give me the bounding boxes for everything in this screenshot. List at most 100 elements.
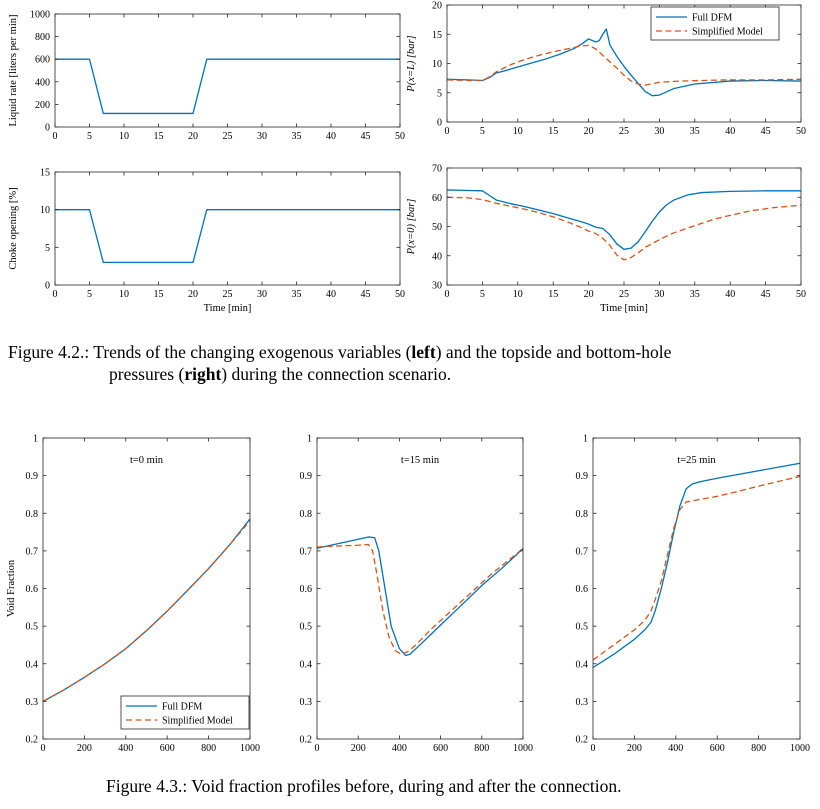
figure-4-2-bold-right: right [184, 364, 222, 384]
chart-1: 0 5 10 15 20 25 30 35 40 45 50 0 200 400 600 800 1000 Liq… [8, 10, 405, 143]
y-tick-label: 15 [432, 30, 442, 41]
series-line-full [446, 189, 801, 250]
figure-4-2-bold-left: left [411, 342, 436, 362]
axes-box [316, 437, 524, 740]
x-tick-label: 0 [41, 743, 46, 754]
y-tick-label: 0.4 [300, 659, 313, 670]
x-tick-label: 0 [445, 289, 450, 300]
x-tick-label: 50 [796, 289, 806, 300]
y-tick-label: 20 [432, 1, 442, 12]
y-tick-label: 50 [432, 222, 442, 233]
legend-entry: Full DFM [692, 13, 732, 24]
x-tick-label: 50 [796, 126, 806, 137]
x-tick-label: 30 [257, 289, 267, 300]
x-tick-label: 20 [188, 289, 198, 300]
x-tick-label: 5 [87, 289, 92, 300]
legend: Full DFM Simplified Model [650, 6, 780, 41]
axes-box [42, 437, 251, 740]
x-tick-label: 10 [513, 289, 523, 300]
x-tick-label: 0 [445, 126, 450, 137]
y-tick-label: 0.7 [576, 546, 589, 557]
legend-entry: Full DFM [162, 702, 202, 713]
y-tick-label: 0.5 [300, 622, 313, 633]
x-tick-label: 400 [118, 743, 133, 754]
series-line-simplified [446, 196, 802, 261]
y-tick-label: 1000 [30, 10, 50, 21]
y-tick-label: 0 [437, 118, 442, 129]
series-line-simplified-model [446, 44, 802, 86]
y-tick-label: 0.4 [576, 659, 589, 670]
x-tick-label: 600 [433, 743, 448, 754]
x-tick-label: 5 [480, 289, 485, 300]
figure-4-2-caption: Figure 4.2.: Trends of the changing exog… [8, 341, 671, 385]
x-tick-label: 15 [548, 126, 558, 137]
x-tick-label: 0 [53, 131, 58, 142]
x-tick-label: 400 [392, 743, 407, 754]
x-tick-label: 400 [668, 743, 683, 754]
x-tick-label: 35 [690, 126, 700, 137]
x-tick-label: 200 [351, 743, 366, 754]
axes-box [54, 171, 401, 286]
x-tick-label: 20 [584, 126, 594, 137]
x-tick-label: 5 [480, 126, 485, 137]
legend-entry: Simplified Model [692, 27, 763, 38]
x-tick-label: 600 [160, 743, 175, 754]
y-axis-label: P(x=L) [bar] [406, 35, 417, 92]
y-tick-label: 1 [583, 434, 588, 445]
y-tick-label: 0.3 [576, 697, 589, 708]
y-tick-label: 1 [307, 434, 312, 445]
x-tick-label: 40 [326, 289, 336, 300]
y-tick-label: 0.2 [576, 735, 589, 746]
y-tick-label: 0.3 [300, 697, 313, 708]
x-tick-label: 15 [548, 289, 558, 300]
x-tick-label: 25 [619, 126, 629, 137]
x-tick-label: 20 [188, 131, 198, 142]
series-line-full-dfm [42, 518, 251, 702]
chart-4: 0 5 10 15 20 25 30 35 40 45 50 30 40 50 60 70 Time [min]… [406, 164, 806, 315]
legend-box [650, 6, 780, 41]
y-tick-label: 10 [40, 205, 50, 216]
x-tick-label: 40 [326, 131, 336, 142]
chart-3: 0 5 10 15 20 25 30 35 40 45 50 0 5 10 15 Time [min] Chok… [8, 168, 405, 315]
y-tick-label: 5 [437, 88, 442, 99]
legend-box [120, 695, 250, 730]
y-tick-label: 30 [432, 281, 442, 292]
y-tick-label: 60 [432, 193, 442, 204]
x-tick-label: 30 [654, 126, 664, 137]
series-line-full-dfm [446, 28, 802, 97]
x-tick-label: 20 [584, 289, 594, 300]
figure-4-2-text-1: Trends of the changing exogenous variabl… [89, 342, 412, 362]
y-tick-label: 0.3 [26, 697, 39, 708]
y-tick-label: 1 [33, 434, 38, 445]
x-tick-label: 1000 [240, 743, 260, 754]
x-tick-label: 10 [513, 126, 523, 137]
x-tick-label: 30 [257, 131, 267, 142]
x-tick-label: 800 [201, 743, 216, 754]
x-tick-label: 45 [361, 131, 371, 142]
y-tick-label: 0.6 [576, 584, 589, 595]
y-tick-label: 70 [432, 164, 442, 175]
y-tick-label: 600 [35, 55, 50, 66]
y-tick-label: 0.9 [300, 471, 313, 482]
x-tick-label: 35 [690, 289, 700, 300]
legend: Full DFM Simplified Model [120, 695, 250, 730]
y-tick-label: 5 [45, 243, 50, 254]
figure-4-2-text-2: ) and the topside and bottom-hole [435, 342, 672, 362]
y-axis-label: Choke opening [%] [8, 187, 19, 269]
chart-7: 0 200 400 600 800 1000 0.2 0.3 0.4 0.5 0.6 0.7 0.8 0.… [576, 434, 811, 755]
figure-4-2-label: Figure 4.2.: [8, 342, 90, 362]
x-tick-label: 45 [761, 126, 771, 137]
axes-box [446, 167, 802, 286]
y-tick-label: 0.9 [576, 471, 589, 482]
series-line-simplified [316, 543, 524, 655]
y-tick-label: 0 [45, 123, 50, 134]
series-line-full [55, 58, 400, 115]
plot-title: t=0 min [130, 455, 164, 466]
x-tick-label: 10 [119, 289, 129, 300]
y-tick-label: 200 [35, 100, 50, 111]
y-tick-label: 40 [432, 251, 442, 262]
x-tick-label: 10 [119, 131, 129, 142]
y-tick-label: 0.2 [26, 735, 39, 746]
y-tick-label: 0.9 [26, 471, 39, 482]
